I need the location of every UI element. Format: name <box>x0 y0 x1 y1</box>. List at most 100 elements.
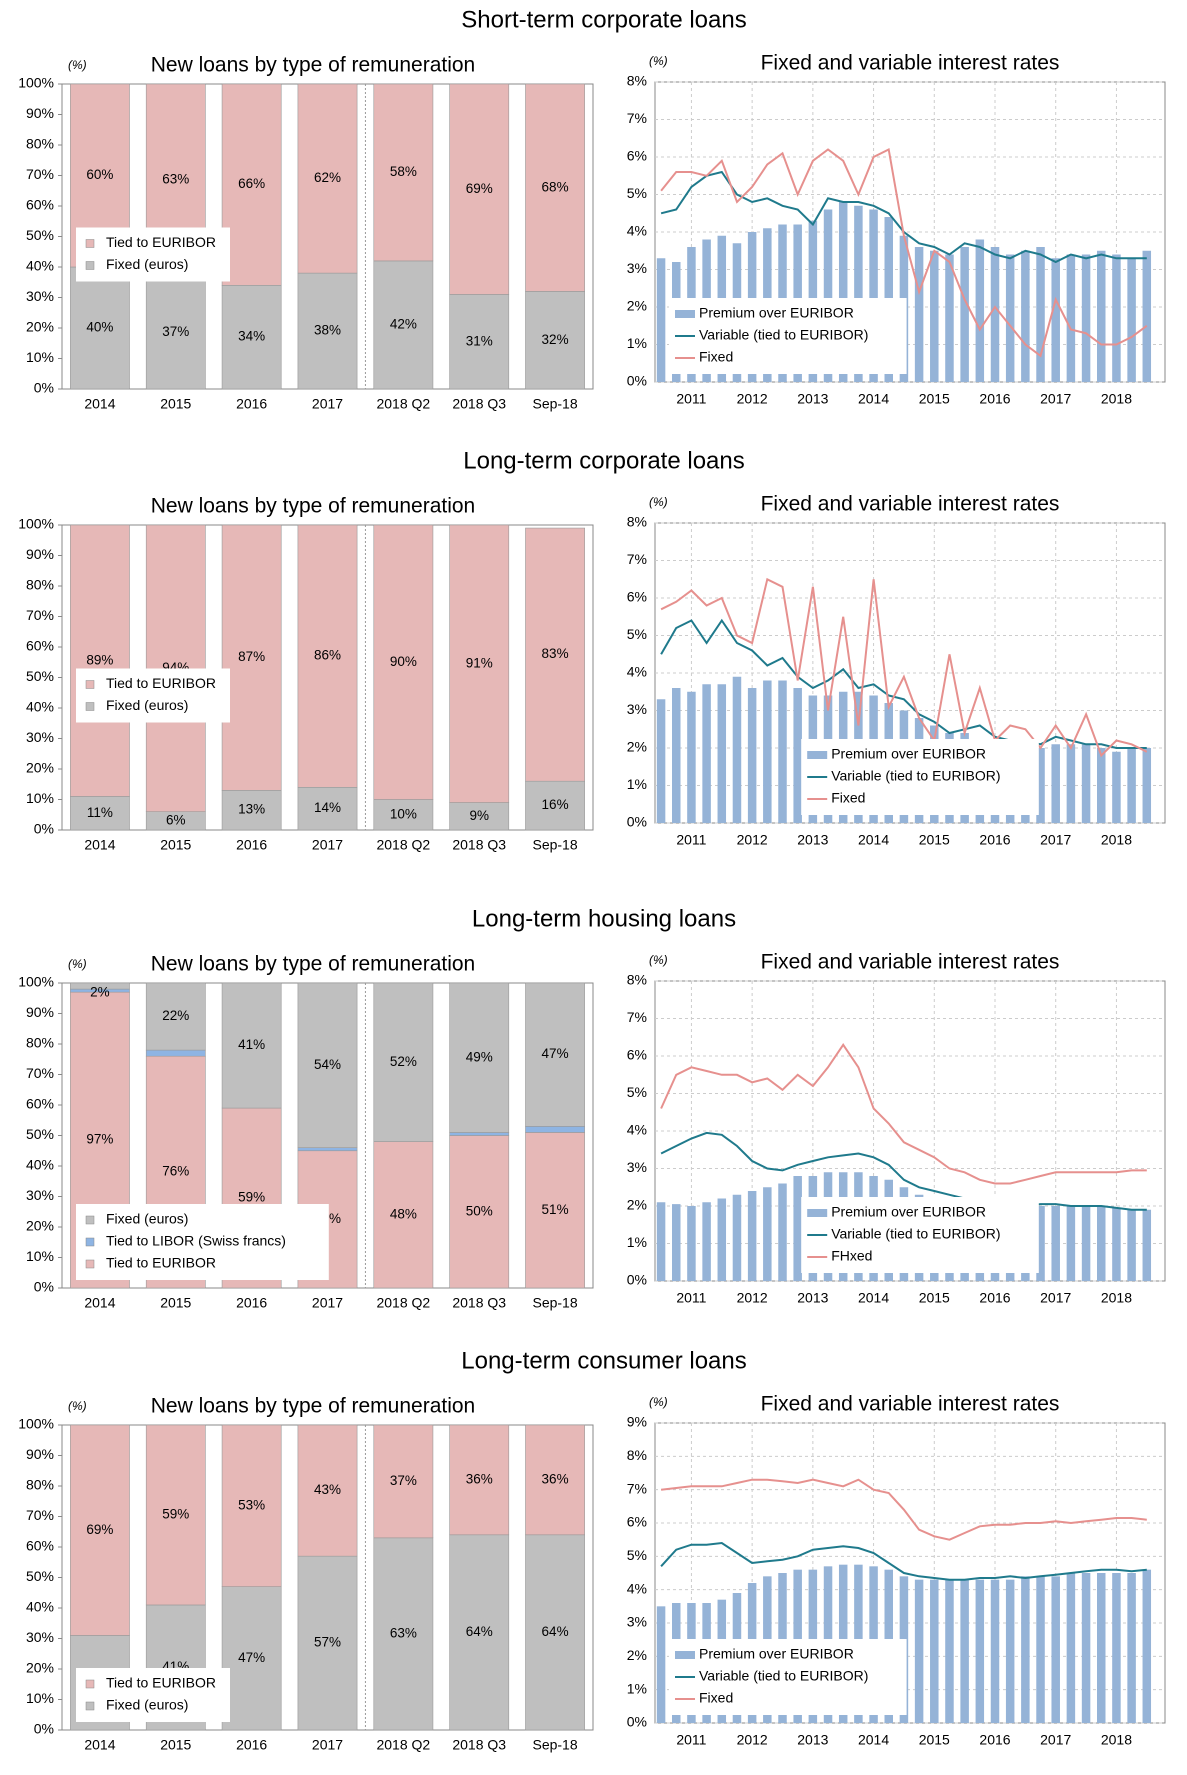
x-tick-label: 2015 <box>919 832 950 848</box>
y-tick-label: 5% <box>627 626 647 642</box>
legend-swatch <box>85 261 95 270</box>
bar-segment <box>70 266 130 390</box>
legend-label: Premium over EURIBOR <box>831 1204 986 1220</box>
value-label: 60% <box>86 167 113 182</box>
legend-swatch <box>85 1237 95 1247</box>
chart-title: Fixed and variable interest rates <box>761 951 1060 974</box>
y-tick-label: 10% <box>26 349 54 365</box>
y-tick-label: 30% <box>26 1187 54 1203</box>
legend-label: Fixed (euros) <box>106 697 188 713</box>
bar <box>1112 1207 1121 1281</box>
chart-title: Fixed and variable interest rates <box>761 52 1060 75</box>
bar-segment <box>525 982 585 1127</box>
value-label: 53% <box>238 1497 265 1512</box>
bar-segment <box>449 982 510 1133</box>
value-label: 63% <box>162 172 189 187</box>
value-label: 48% <box>390 1206 417 1221</box>
unit-label: (%) <box>68 1399 87 1413</box>
bar <box>975 1579 985 1723</box>
y-tick-label: 30% <box>26 729 54 745</box>
y-tick-label: 70% <box>26 1065 54 1081</box>
bar-segment <box>525 527 585 782</box>
y-tick-label: 0% <box>627 1714 647 1730</box>
value-label: 43% <box>314 1482 341 1497</box>
y-tick-label: 50% <box>26 1126 54 1142</box>
y-tick-label: 60% <box>26 638 54 654</box>
x-tick-label: 2017 <box>312 1295 343 1311</box>
y-tick-label: 90% <box>26 1446 54 1462</box>
chart-title: New loans by type of remuneration <box>151 495 476 518</box>
unit-label: (%) <box>649 953 668 967</box>
legend-box <box>801 1197 1039 1273</box>
bar <box>1127 1573 1136 1723</box>
bar-segment <box>297 1555 358 1731</box>
unit-label: (%) <box>649 1395 668 1409</box>
bar <box>960 1579 969 1723</box>
x-tick-label: 2011 <box>676 832 706 848</box>
bar-segment <box>297 524 358 788</box>
x-tick-label: 2012 <box>737 1290 768 1306</box>
value-label: 66% <box>238 176 265 191</box>
bar <box>914 247 924 382</box>
x-tick-label: 2011 <box>676 1290 706 1306</box>
y-tick-label: 1% <box>627 1234 647 1250</box>
y-tick-label: 4% <box>627 664 647 680</box>
y-tick-label: 70% <box>26 1507 54 1523</box>
y-tick-label: 0% <box>34 821 54 837</box>
x-tick-label: 2015 <box>160 1295 191 1311</box>
value-label: 16% <box>542 797 569 812</box>
bar-segment <box>221 284 282 390</box>
line <box>660 1478 1147 1541</box>
x-tick-label: 2017 <box>1040 1732 1071 1748</box>
bar <box>747 688 757 823</box>
bar <box>1036 748 1045 823</box>
bar <box>702 1202 711 1281</box>
y-tick-label: 70% <box>26 607 54 623</box>
legend-label: Fixed (euros) <box>106 256 188 272</box>
legend-label: Fixed (euros) <box>106 1211 188 1227</box>
bar <box>732 1194 742 1281</box>
value-label: 37% <box>162 324 189 339</box>
legend-label: Variable (tied to EURIBOR) <box>831 1226 1000 1242</box>
bar-segment <box>449 83 510 295</box>
x-tick-label: 2018 Q2 <box>376 837 430 853</box>
y-tick-label: 100% <box>18 75 54 91</box>
legend-label: Tied to EURIBOR <box>106 675 216 691</box>
bar <box>1036 1206 1045 1281</box>
bar <box>747 1191 757 1281</box>
bar <box>1005 1579 1015 1723</box>
legend-box <box>801 739 1039 815</box>
legend-label: Tied to LIBOR (Swiss francs) <box>106 1233 286 1249</box>
bar <box>687 1206 696 1281</box>
legend-swatch <box>85 1701 95 1711</box>
y-tick-label: 0% <box>627 814 647 830</box>
legend-box <box>76 1204 329 1280</box>
legend-label: Fixed <box>699 349 733 365</box>
value-label: 38% <box>314 323 341 338</box>
legend-box <box>76 1668 230 1722</box>
x-tick-label: 2016 <box>979 832 1010 848</box>
bar <box>1081 1573 1091 1723</box>
bar-segment <box>373 524 434 800</box>
x-tick-label: 2014 <box>84 1737 115 1753</box>
y-tick-label: 7% <box>627 1480 647 1496</box>
legend-label: Tied to EURIBOR <box>106 234 216 250</box>
bar <box>1021 1576 1030 1723</box>
y-tick-label: 90% <box>26 546 54 562</box>
bar <box>656 1202 666 1281</box>
bar-segment <box>297 1424 358 1557</box>
bar <box>1066 1573 1076 1723</box>
value-label: 36% <box>542 1471 569 1486</box>
y-tick-label: 1% <box>627 335 647 351</box>
bar <box>854 205 863 382</box>
value-label: 13% <box>238 802 265 817</box>
bar <box>1081 744 1091 823</box>
legend-swatch <box>807 751 828 759</box>
y-tick-label: 1% <box>627 776 647 792</box>
bar-segment <box>221 790 282 831</box>
x-tick-label: 2013 <box>797 1732 828 1748</box>
y-tick-label: 100% <box>18 1416 54 1432</box>
bar-segment <box>145 524 206 813</box>
line <box>660 577 1148 758</box>
x-tick-label: 2018 Q3 <box>452 837 506 853</box>
